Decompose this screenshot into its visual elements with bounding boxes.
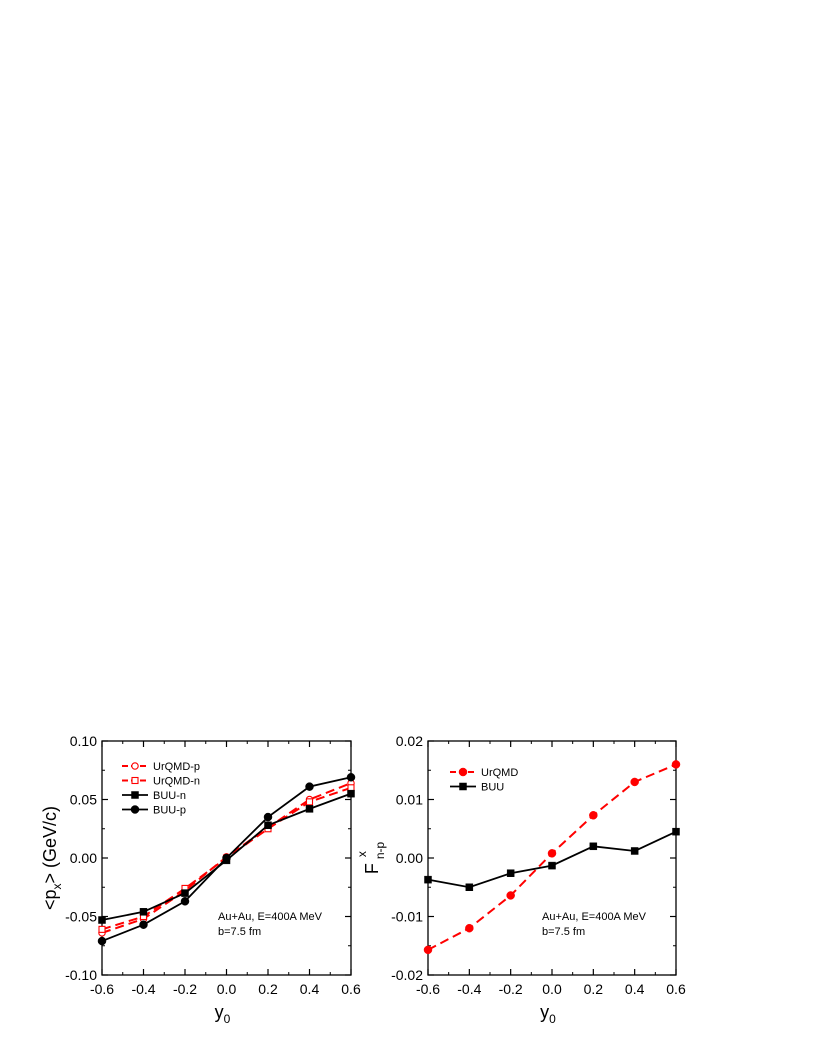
legend-entry: UrQMD-p <box>122 761 200 773</box>
x-tick-label: 0.2 <box>584 981 604 997</box>
legend-marker <box>131 791 139 799</box>
legend-label: UrQMD-p <box>153 761 200 773</box>
x-tick-label: 0.6 <box>341 981 361 997</box>
data-point <box>180 897 190 906</box>
x-axis-label: y0 <box>215 1002 231 1026</box>
plot-frame <box>427 740 677 976</box>
y-tick-label: 0.01 <box>396 792 423 808</box>
legend-label: UrQMD-n <box>153 776 200 788</box>
legend-entry: BUU <box>450 782 504 794</box>
data-point <box>346 773 356 782</box>
y-tick-label: -0.02 <box>391 967 423 983</box>
data-point <box>548 861 556 870</box>
x-tick-label: 0.4 <box>625 981 645 997</box>
x-tick-label: -0.2 <box>173 981 197 997</box>
legend-marker <box>131 762 139 770</box>
data-point <box>672 827 680 836</box>
x-tick-label: 0.0 <box>217 981 237 997</box>
data-point <box>305 782 314 791</box>
series-line <box>427 830 677 889</box>
data-point <box>263 812 273 822</box>
data-point <box>465 923 474 933</box>
data-point <box>506 869 515 877</box>
y-tick-label: 0.00 <box>396 850 423 866</box>
x-tick-label: -0.6 <box>416 981 440 997</box>
data-point <box>139 908 148 916</box>
data-point <box>423 945 433 955</box>
legend-label: UrQMD <box>481 767 518 779</box>
data-point <box>305 805 314 813</box>
data-point <box>589 842 598 851</box>
y-tick-label: -0.10 <box>65 967 97 983</box>
x-tick-label: -0.6 <box>90 981 114 997</box>
legend-marker <box>458 767 468 777</box>
legend-label: BUU-p <box>153 805 186 817</box>
data-point <box>98 925 106 933</box>
data-point <box>671 760 681 769</box>
data-point <box>222 853 231 863</box>
data-point <box>424 875 432 884</box>
annotation-text: Au+Au, E=400A MeV <box>218 911 323 923</box>
x-axis-label: y0 <box>540 1002 556 1026</box>
data-point <box>589 811 598 820</box>
legend-entry: BUU-n <box>122 790 186 802</box>
y-axis-label: <px> (GeV/c) <box>40 806 64 910</box>
legend-marker <box>130 805 140 814</box>
x-tick-label: -0.4 <box>457 981 481 997</box>
legend-marker <box>459 782 467 791</box>
x-tick-label: 0.6 <box>666 981 686 997</box>
legend-entry: UrQMD <box>450 767 518 779</box>
data-point <box>181 889 189 897</box>
legend-entry: BUU-p <box>122 805 186 817</box>
legend-label: BUU <box>481 782 504 794</box>
legend-entry: UrQMD-n <box>122 776 200 788</box>
legend-marker <box>131 776 139 785</box>
y-tick-label: 0.02 <box>396 733 423 749</box>
y-tick-label: 0.05 <box>70 792 97 808</box>
data-point <box>139 920 148 929</box>
legend-label: BUU-n <box>153 790 186 802</box>
annotation-text: Au+Au, E=400A MeV <box>542 911 647 923</box>
y-tick-label: -0.05 <box>65 909 97 925</box>
x-tick-label: -0.2 <box>499 981 523 997</box>
series-buu-p <box>97 773 356 946</box>
x-tick-label: 0.4 <box>300 981 320 997</box>
y-tick-label: 0.00 <box>70 850 97 866</box>
y-tick-label: 0.10 <box>70 733 97 749</box>
y-tick-label: -0.01 <box>391 909 423 925</box>
data-point <box>305 798 314 806</box>
data-point <box>264 821 272 829</box>
x-tick-label: 0.0 <box>542 981 562 997</box>
data-point <box>547 849 557 858</box>
data-point <box>630 847 639 855</box>
series-buu <box>424 827 680 891</box>
data-point <box>347 784 355 792</box>
series-urqmd <box>423 760 681 955</box>
data-point <box>97 936 107 946</box>
data-point <box>347 789 355 798</box>
y-axis-label: Fx n-p <box>355 842 387 875</box>
left-panel-px-vs-y0: -0.6 -0.4 -0.2 0.0 0.2 0.4 0.6 -0.10 -0.05 0.00 0.… <box>40 733 361 1026</box>
data-point <box>506 891 515 900</box>
x-tick-label: 0.2 <box>258 981 278 997</box>
data-point <box>98 916 106 924</box>
annotation-text: b=7.5 fm <box>218 926 261 938</box>
data-point <box>630 777 639 787</box>
data-point <box>465 883 474 891</box>
annotation-text: b=7.5 fm <box>542 926 585 938</box>
x-tick-label: -0.4 <box>131 981 155 997</box>
right-panel-fnp-vs-y0: -0.6 -0.4 -0.2 0.0 0.2 0.4 0.6 -0.02 -0.01 0.00 0.… <box>355 733 686 1026</box>
